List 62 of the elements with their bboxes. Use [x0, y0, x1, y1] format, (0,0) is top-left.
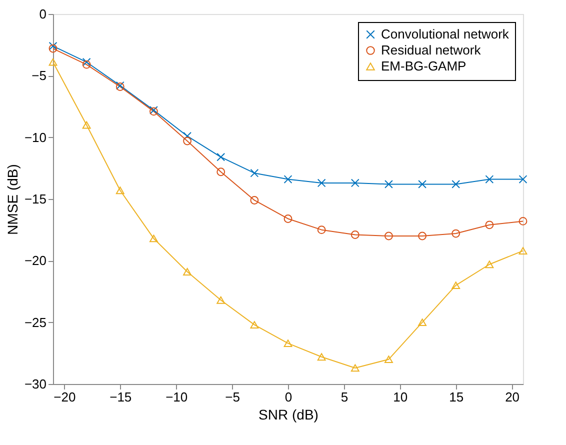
y-tick-label: 0: [39, 6, 46, 22]
point: [384, 180, 393, 188]
point: [350, 230, 360, 239]
point: [485, 220, 494, 230]
point: [384, 356, 393, 364]
point: [518, 217, 528, 226]
point: [48, 58, 58, 66]
point: [183, 268, 192, 276]
y-tick-label: −25: [24, 314, 46, 330]
point: [418, 232, 426, 240]
y-tick-label: −20: [24, 253, 46, 268]
y-tick-label: −5: [32, 68, 46, 84]
point: [418, 180, 426, 188]
point: [183, 136, 192, 146]
x-tick-label: −5: [225, 390, 240, 404]
point: [48, 42, 58, 50]
point: [418, 318, 426, 326]
x-tick-label: −15: [110, 390, 132, 404]
x-tick-label: 20: [505, 390, 520, 404]
point: [48, 44, 58, 53]
x-tick-label: 0: [284, 390, 292, 404]
point: [150, 234, 158, 242]
point: [452, 282, 460, 290]
point: [284, 340, 292, 348]
y-axis-title: NMSE (dB): [4, 164, 20, 235]
x-tick-label: 5: [340, 390, 348, 404]
point: [485, 260, 494, 268]
legend-label: Convolutional network: [381, 26, 510, 42]
point: [82, 60, 91, 69]
y-tick-label: −30: [24, 376, 46, 392]
point: [350, 178, 360, 188]
point: [452, 229, 460, 238]
point: [250, 196, 259, 204]
point: [317, 226, 326, 234]
point: [350, 364, 360, 372]
point: [183, 132, 192, 140]
y-tick-label: −10: [24, 130, 46, 145]
point: [116, 186, 124, 194]
point: [216, 152, 226, 162]
point: [216, 168, 226, 176]
point: [518, 175, 528, 184]
point: [216, 296, 226, 304]
x-tick-label: 10: [393, 390, 408, 404]
point: [317, 353, 326, 361]
point: [384, 232, 393, 240]
point: [284, 214, 292, 223]
y-tick-label: −15: [24, 192, 46, 206]
x-tick-label: −20: [54, 390, 76, 404]
point: [250, 168, 259, 178]
point: [518, 247, 528, 255]
point: [452, 180, 460, 188]
point: [284, 175, 292, 184]
legend-label: EM-BG-GAMP: [381, 58, 466, 74]
point: [317, 178, 326, 188]
point: [485, 175, 494, 184]
point: [82, 121, 91, 129]
x-tick-label: 15: [449, 390, 464, 404]
x-tick-label: −10: [166, 390, 188, 404]
legend-label: Residual network: [381, 42, 482, 58]
point: [82, 58, 91, 66]
x-axis-title: SNR (dB): [258, 406, 318, 422]
point: [250, 321, 259, 329]
